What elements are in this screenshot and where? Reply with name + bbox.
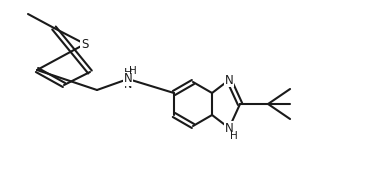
Text: H
N: H N <box>124 68 132 90</box>
Text: H: H <box>230 131 238 141</box>
Text: S: S <box>81 37 89 50</box>
Text: N: N <box>225 74 233 86</box>
Text: N: N <box>225 122 233 134</box>
Text: H: H <box>129 66 137 76</box>
Text: N: N <box>124 72 132 86</box>
